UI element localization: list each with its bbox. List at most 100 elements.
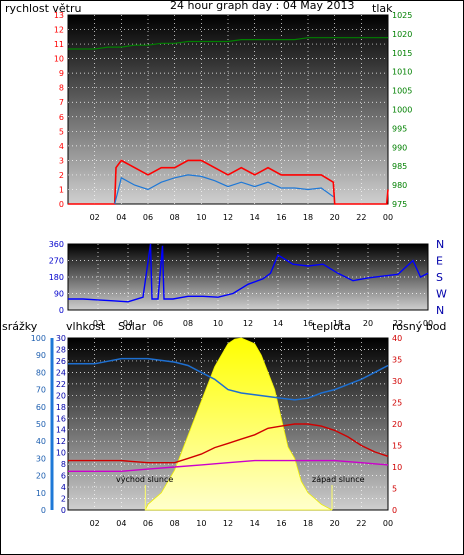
solar-area [144,337,333,511]
direction-axis-tick: 0 [59,306,64,315]
x-tick-label: 18 [333,319,343,328]
pressure-axis-tick: 975 [392,200,407,209]
sunrise-annotation: východ slunce [116,475,173,484]
x-tick-label: 18 [303,519,313,528]
compass-label: N [436,304,444,317]
rain-axis-tick: 90 [36,351,46,360]
wind-axis-tick: 3 [59,156,64,165]
rain-axis-tick: 60 [36,403,46,412]
x-tick-label: 06 [143,519,153,528]
humidity-axis-tick: 4 [61,483,66,492]
humidity-axis-tick: 18 [56,403,66,412]
humidity-axis-tick: 0 [61,506,66,515]
x-tick-label: 04 [123,319,133,328]
wind-axis-tick: 0 [59,200,64,209]
humidity-axis-tick: 30 [56,334,66,343]
compass-label: N [436,238,444,251]
rain-axis-tick: 50 [36,420,46,429]
wind-axis-tick: 10 [54,55,64,64]
dewpoint-axis-label: rosný bod [392,320,446,333]
x-tick-label: 12 [223,213,233,222]
x-tick-label: 00 [383,213,393,222]
pressure-axis-tick: 1000 [392,106,412,115]
pressure-axis-tick: 980 [392,181,407,190]
wind-axis-tick: 9 [59,69,64,78]
x-tick-label: 10 [196,213,206,222]
rain-axis-label: srážky [2,320,38,333]
direction-axis-tick: 90 [54,290,64,299]
wind-speed-line [68,159,389,205]
wind-axis-tick: 7 [59,98,64,107]
wind-axis-tick: 13 [54,11,64,20]
humidity-axis-tick: 10 [56,449,66,458]
direction-axis-tick: 360 [49,240,64,249]
x-tick-label: 22 [356,519,366,528]
direction-axis-tick: 270 [49,257,64,266]
rain-axis-tick: 30 [36,454,46,463]
compass-label: W [436,288,447,301]
humidity-axis-tick: 6 [61,472,66,481]
rain-axis-tick: 100 [31,334,46,343]
x-tick-label: 00 [423,319,433,328]
x-tick-label: 00 [383,519,393,528]
x-tick-label: 08 [170,213,180,222]
x-tick-label: 06 [153,319,163,328]
x-tick-label: 18 [303,213,313,222]
x-tick-label: 14 [250,213,260,222]
x-tick-label: 04 [116,519,126,528]
wind-average-line [114,174,334,205]
humidity-axis-tick: 14 [56,426,66,435]
sunset-annotation: západ slunce [312,475,365,484]
humidity-axis-tick: 2 [61,495,66,504]
x-tick-label: 12 [243,319,253,328]
humidity-line [68,357,389,401]
x-tick-label: 02 [93,319,103,328]
pressure-axis-tick: 1005 [392,87,412,96]
x-tick-label: 14 [273,319,283,328]
x-tick-label: 20 [330,213,340,222]
direction-axis-tick: 180 [49,273,64,282]
x-tick-label: 02 [90,213,100,222]
x-tick-label: 16 [303,319,313,328]
chart-title: 24 hour graph day : 04 May 2013 [170,0,355,12]
wind-axis-tick: 12 [54,26,64,35]
x-tick-label: 04 [116,213,126,222]
dewpoint-line [68,459,389,472]
pressure-axis-tick: 1020 [392,30,412,39]
x-tick-label: 06 [143,213,153,222]
temperature-axis-tick: 40 [392,334,402,343]
pressure-axis-tick: 1015 [392,49,412,58]
temperature-axis-tick: 5 [392,485,397,494]
temperature-axis-tick: 15 [392,442,402,451]
humidity-axis-tick: 22 [56,380,66,389]
wind-speed-axis-label: rychlost větru [5,2,81,15]
compass-label: S [436,271,443,284]
pressure-axis-tick: 1010 [392,68,412,77]
x-tick-label: 02 [90,519,100,528]
x-tick-label: 10 [196,519,206,528]
wind-axis-tick: 2 [59,171,64,180]
humidity-axis-tick: 24 [56,368,66,377]
temperature-axis-tick: 10 [392,463,402,472]
humidity-axis-tick: 26 [56,357,66,366]
x-tick-label: 14 [250,519,260,528]
rain-axis-tick: 0 [41,506,46,515]
humidity-axis-tick: 20 [56,391,66,400]
wind-axis-tick: 1 [59,185,64,194]
wind-axis-tick: 5 [59,127,64,136]
x-tick-label: 16 [276,213,286,222]
humidity-axis-tick: 16 [56,414,66,423]
pressure-axis-tick: 1025 [392,11,412,20]
temperature-axis-label: teplota [312,320,351,333]
temperature-axis-tick: 20 [392,420,402,429]
rain-axis-tick: 40 [36,437,46,446]
x-tick-label: 16 [276,519,286,528]
rain-axis-tick: 10 [36,489,46,498]
temperature-axis-tick: 30 [392,377,402,386]
pressure-axis-tick: 990 [392,143,407,152]
wind-axis-tick: 8 [59,84,64,93]
temperature-axis-tick: 0 [392,506,397,515]
temperature-axis-tick: 35 [392,356,402,365]
temperature-line [68,423,389,464]
